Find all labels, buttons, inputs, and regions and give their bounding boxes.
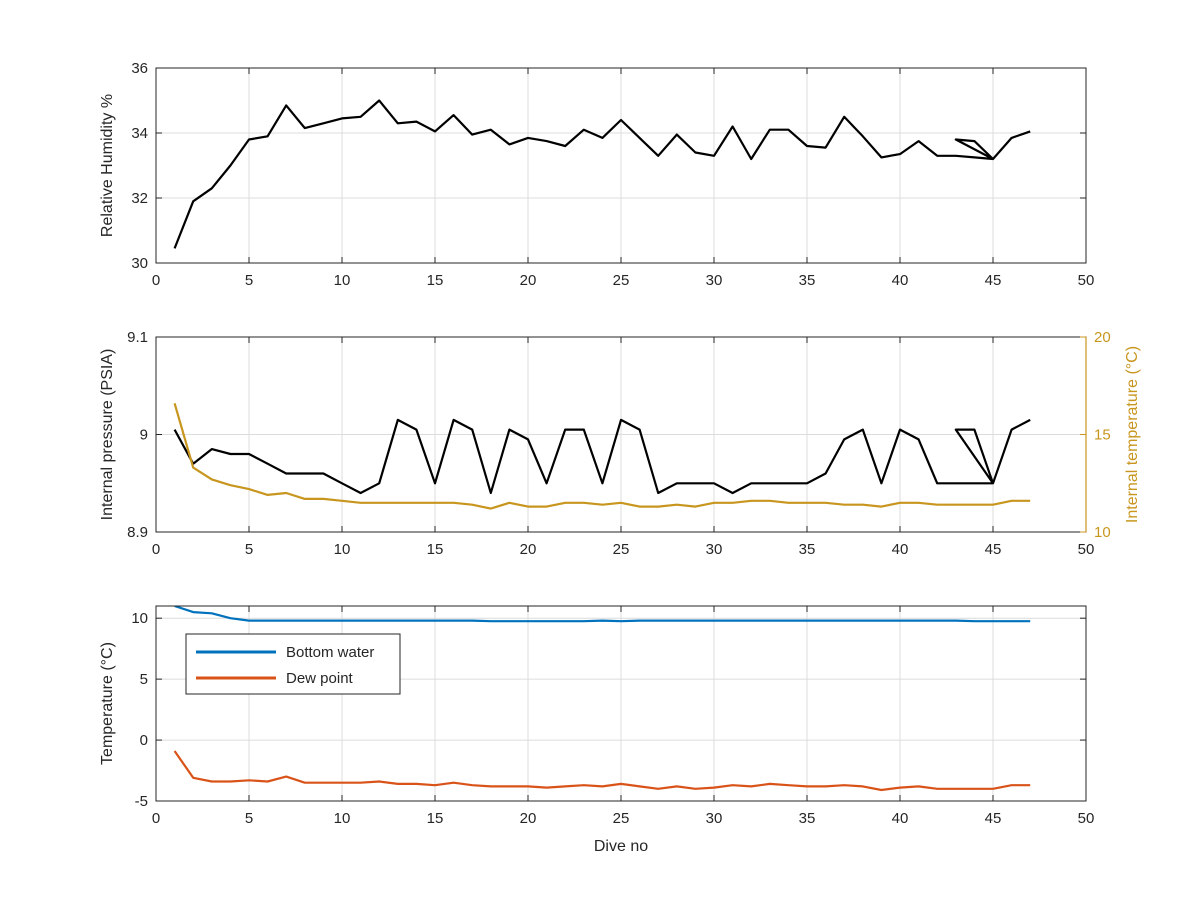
x-tick-label: 40: [892, 272, 909, 289]
humidity-panel: 0 5 10 15 20 25 30 35 40 45 50 30 32 34 36 Relative Hum…: [99, 60, 1094, 289]
right-y-tick-label: 10: [1094, 524, 1111, 541]
legend: Bottom water Dew point: [185, 633, 401, 695]
pressure-temperature-panel: 0 5 10 15 20 25 30 35 40 45 50 8.9 9 9.1 10 15 20 Interna…: [99, 329, 1141, 558]
legend-label: Dew point: [286, 670, 354, 687]
x-tick-label: 35: [799, 541, 816, 558]
x-tick-label: 5: [245, 810, 253, 827]
humidity-line: [173, 99, 1031, 249]
x-tick-label: 20: [520, 810, 537, 827]
x-tick-label: 0: [152, 541, 160, 558]
legend-box: [185, 633, 401, 695]
x-tick-label: 10: [334, 810, 351, 827]
y-axis-label: Relative Humidity %: [99, 94, 116, 237]
x-tick-label: 10: [334, 541, 351, 558]
y-tick-label: 36: [131, 60, 148, 77]
x-tick-label: 15: [427, 272, 444, 289]
x-tick-label: 50: [1078, 541, 1095, 558]
x-tick-label: 40: [892, 810, 909, 827]
x-tick-label: 50: [1078, 272, 1095, 289]
pressure-line: [173, 418, 1031, 495]
y-axis-label: Temperature (°C): [99, 642, 116, 765]
y-tick-label: 5: [140, 671, 148, 688]
x-axis-label: Dive no: [594, 838, 648, 855]
y-tick-label: 9.1: [127, 329, 148, 346]
x-tick-label: 20: [520, 541, 537, 558]
x-tick-label: 35: [799, 810, 816, 827]
y-axis-label: Internal pressure (PSIA): [99, 349, 116, 521]
x-tick-label: 15: [427, 810, 444, 827]
x-tick-label: 30: [706, 810, 723, 827]
x-tick-label: 45: [985, 541, 1002, 558]
x-tick-label: 40: [892, 541, 909, 558]
y-tick-label: 10: [131, 610, 148, 627]
y-tick-label: 32: [131, 190, 148, 207]
legend-label: Bottom water: [286, 644, 374, 661]
x-tick-label: 25: [613, 541, 630, 558]
y-tick-label: -5: [135, 793, 148, 810]
x-tick-label: 15: [427, 541, 444, 558]
y-tick-label: 9: [140, 427, 148, 444]
internal-temperature-line: [173, 402, 1031, 510]
x-tick-label: 0: [152, 810, 160, 827]
bottom-water-line: [174, 606, 1031, 623]
y-tick-label: 0: [140, 732, 148, 749]
x-tick-label: 5: [245, 272, 253, 289]
x-tick-label: 30: [706, 272, 723, 289]
x-tick-label: 45: [985, 272, 1002, 289]
x-tick-label: 25: [613, 272, 630, 289]
x-tick-label: 50: [1078, 810, 1095, 827]
x-tick-label: 0: [152, 272, 160, 289]
right-y-tick-label: 20: [1094, 329, 1111, 346]
x-tick-label: 25: [613, 810, 630, 827]
y-tick-label: 30: [131, 255, 148, 272]
y-tick-label: 34: [131, 125, 148, 142]
right-y-axis-label: Internal temperature (°C): [1124, 346, 1141, 523]
right-y-tick-label: 15: [1094, 427, 1111, 444]
dew-point-line: [173, 750, 1031, 792]
x-tick-label: 30: [706, 541, 723, 558]
x-tick-label: 35: [799, 272, 816, 289]
y-tick-label: 8.9: [127, 524, 148, 541]
x-tick-label: 45: [985, 810, 1002, 827]
x-tick-label: 10: [334, 272, 351, 289]
x-tick-label: 20: [520, 272, 537, 289]
x-tick-label: 5: [245, 541, 253, 558]
